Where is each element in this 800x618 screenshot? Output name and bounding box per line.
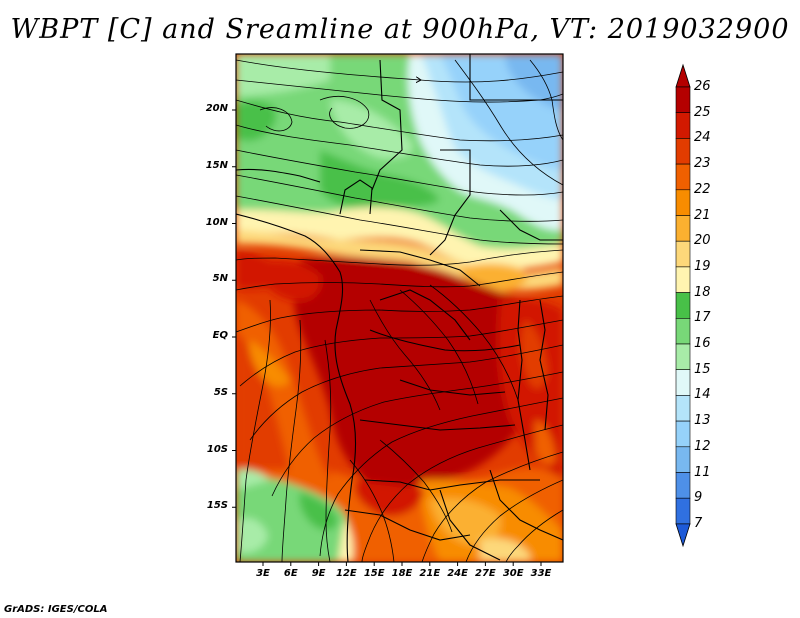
lon-label: 27E [475, 568, 496, 579]
colorbar-swatch [675, 138, 691, 165]
lon-label: 6E [283, 568, 298, 579]
colorbar-swatch [675, 317, 691, 345]
colorbar-swatch [675, 189, 691, 216]
colorbar-swatch [675, 369, 691, 396]
lon-label: 24E [447, 568, 468, 579]
grads-credit: GrADS: IGES/COLA [4, 604, 108, 615]
colorbar-label: 13 [694, 413, 711, 429]
colorbar-label: 7 [694, 515, 703, 531]
lon-label: 3E [256, 568, 270, 579]
lat-label: 10N [205, 216, 228, 228]
colorbar-label: 21 [694, 207, 711, 223]
colorbar-label: 11 [694, 464, 711, 480]
colorbar-swatch [675, 266, 691, 293]
lon-label: 12E [336, 568, 357, 579]
colorbar-label: 26 [694, 79, 711, 94]
colorbar-label: 16 [694, 336, 711, 351]
colorbar-swatch [675, 446, 691, 473]
colorbar-label: 24 [694, 130, 711, 146]
map-frame [235, 53, 564, 563]
colorbar-swatch [675, 343, 691, 371]
colorbar-label: 19 [694, 258, 711, 274]
colorbar-arrow-top [675, 63, 691, 88]
lon-label: 9E [311, 568, 326, 579]
colorbar-label: 17 [694, 310, 711, 326]
country-borders [236, 54, 563, 562]
lat-label: 5N [212, 273, 228, 285]
colorbar-swatch [675, 292, 691, 319]
lat-label: 15S [206, 500, 228, 512]
colorbar-swatch [675, 86, 691, 114]
colorbar-arrow-bottom [675, 523, 691, 548]
lat-label: 15N [205, 159, 228, 171]
colorbar-swatch [675, 420, 691, 448]
colorbar-swatch [675, 497, 691, 525]
lon-label: 30E [502, 568, 524, 579]
streamlines [236, 59, 563, 562]
lat-label: EQ [212, 330, 228, 341]
colorbar-label: 15 [694, 361, 711, 377]
lon-label: 18E [391, 568, 413, 579]
colorbar-label: 23 [694, 156, 711, 172]
colorbar-swatch [675, 472, 691, 499]
colorbar-label: 14 [694, 387, 711, 403]
colorbar-label: 22 [694, 181, 711, 197]
colorbar-label: 9 [694, 490, 703, 506]
colorbar-swatch [675, 215, 691, 242]
lat-label: 10S [206, 443, 228, 455]
colorbar-swatch [675, 240, 691, 268]
lon-label: 15E [363, 568, 385, 579]
colorbar-label: 25 [694, 104, 711, 120]
colorbar-swatch [675, 395, 691, 422]
wbpt-field [236, 54, 563, 562]
colorbar-label: 18 [694, 284, 711, 300]
colorbar-label: 12 [694, 438, 711, 454]
colorbar-label: 20 [694, 233, 711, 249]
lon-label: 33E [530, 568, 552, 579]
lat-label: 20N [205, 103, 228, 114]
colorbar-swatch [675, 163, 691, 191]
lon-label: 21E [419, 568, 441, 579]
chart-title: WBPT [C] and Sreamline at 900hPa, VT: 20… [10, 14, 790, 45]
lat-label: 5S [213, 386, 228, 398]
colorbar [675, 63, 691, 548]
colorbar-swatch [675, 112, 691, 139]
